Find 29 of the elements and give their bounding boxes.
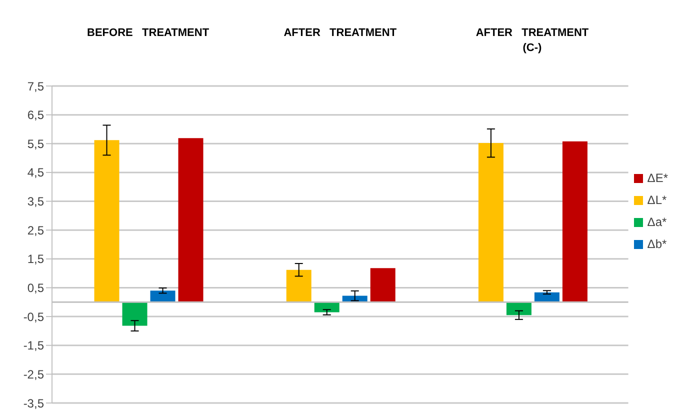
y-tick-label: 0,5 bbox=[27, 280, 44, 295]
y-tick-label: 4,5 bbox=[27, 166, 44, 180]
legend-label: ΔE* bbox=[647, 170, 668, 184]
legend-label: Δb* bbox=[647, 236, 667, 250]
y-tick-label: -2,5 bbox=[23, 367, 44, 382]
y-tick-label: -0,5 bbox=[23, 310, 44, 324]
bar bbox=[286, 270, 312, 302]
bar bbox=[122, 302, 148, 326]
bar bbox=[94, 140, 120, 302]
bar bbox=[534, 292, 560, 302]
y-tick-label: 7,5 bbox=[27, 79, 44, 94]
y-tick-label: 2,5 bbox=[27, 223, 44, 238]
y-tick-label: 1,5 bbox=[27, 252, 44, 266]
bar bbox=[370, 268, 396, 302]
legend-label: Δa* bbox=[647, 214, 667, 228]
y-tick-label: 6,5 bbox=[27, 108, 44, 122]
y-tick-label: 3,5 bbox=[27, 194, 44, 209]
legend-label: ΔL* bbox=[647, 192, 667, 206]
y-tick-label: -3,5 bbox=[23, 396, 44, 410]
bar bbox=[506, 302, 532, 316]
bar bbox=[478, 143, 504, 302]
x-tick-label: AFTER TREATMENT bbox=[284, 27, 397, 39]
bar bbox=[562, 141, 588, 302]
y-tick-label: 5,5 bbox=[27, 136, 44, 151]
x-tick-label: BEFORE TREATMENT bbox=[87, 27, 210, 39]
y-tick-label: -1,5 bbox=[23, 338, 44, 353]
x-tick-label: AFTER TREATMENT (C-) bbox=[476, 27, 589, 54]
bar bbox=[150, 290, 176, 302]
bar bbox=[178, 138, 204, 302]
